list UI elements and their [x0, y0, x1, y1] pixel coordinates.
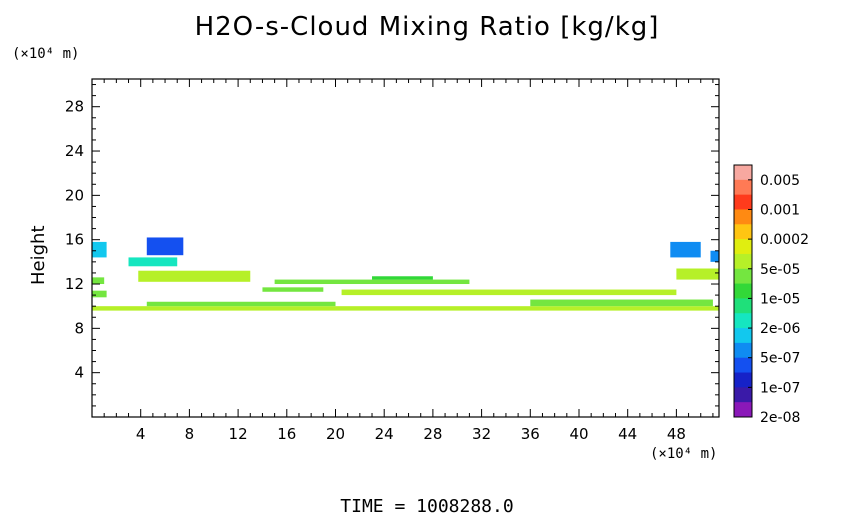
plot-frame — [91, 78, 720, 418]
colorbar-label: 0.0002 — [760, 232, 809, 248]
x-axis-unit: (×10⁴ m) — [650, 446, 718, 462]
x-tick-label: 44 — [618, 425, 637, 443]
x-tick-label: 48 — [667, 425, 686, 443]
x-tick-label: 8 — [185, 425, 195, 443]
colorbar-swatch — [734, 224, 752, 240]
colorbar-swatch — [734, 313, 752, 329]
y-tick-label: 8 — [74, 319, 84, 337]
colorbar-swatch — [734, 372, 752, 388]
data-region — [138, 270, 251, 282]
x-tick-label: 16 — [277, 425, 296, 443]
data-region — [530, 299, 713, 307]
colorbar-swatch — [734, 328, 752, 344]
colorbar-swatch — [734, 209, 752, 225]
colorbar-label: 5e-07 — [760, 351, 800, 367]
colorbar-frame — [733, 164, 753, 418]
x-tick-label: 40 — [569, 425, 588, 443]
y-axis-unit: (×10⁴ m) — [12, 46, 80, 62]
colorbar: 0.005 0.001 0.0002 5e-05 1e-05 2e-06 5e-07 1e-0… — [733, 164, 809, 426]
data-region — [676, 268, 719, 280]
colorbar-swatch — [734, 253, 752, 270]
colorbar-swatch — [734, 298, 752, 314]
colorbar-swatch — [734, 268, 752, 285]
y-tick-label: 20 — [65, 186, 84, 204]
colorbar-label: 5e-05 — [760, 262, 800, 278]
x-tick-label: 28 — [423, 425, 442, 443]
x-tick-label: 32 — [472, 425, 491, 443]
time-footer: TIME = 1008288.0 — [340, 496, 514, 517]
x-tick-label: 36 — [521, 425, 540, 443]
x-tick-label: 20 — [326, 425, 345, 443]
colorbar-label: 2e-08 — [760, 410, 800, 426]
colorbar-label: 1e-07 — [760, 380, 800, 396]
colorbar-swatch — [734, 165, 752, 181]
colorbar-swatch — [734, 357, 752, 374]
data-region — [146, 237, 184, 256]
data-region — [262, 287, 324, 292]
data-region — [670, 241, 701, 258]
data-region — [92, 290, 107, 298]
data-region — [92, 277, 105, 285]
y-tick-label: 24 — [65, 142, 84, 160]
x-tick-label: 24 — [375, 425, 394, 443]
colorbar-swatch — [734, 387, 752, 403]
data-region — [92, 241, 107, 258]
colorbar-swatch — [734, 283, 752, 299]
colorbar-swatch — [734, 179, 752, 196]
chart-title: H2O-s-Cloud Mixing Ratio [kg/kg] — [194, 12, 660, 42]
colorbar-label: 1e-05 — [760, 291, 800, 307]
y-tick-label: 12 — [65, 275, 84, 293]
colorbar-label: 0.001 — [760, 202, 800, 218]
data-region — [274, 279, 470, 285]
data-regions — [92, 237, 719, 311]
y-tick-label: 16 — [65, 231, 84, 249]
colorbar-swatch — [734, 194, 752, 210]
colorbar-swatch — [734, 239, 752, 255]
data-region — [341, 289, 677, 296]
x-tick-label: 4 — [136, 425, 146, 443]
data-region — [710, 250, 719, 262]
data-region — [128, 257, 178, 267]
y-tick-label: 28 — [65, 98, 84, 116]
data-region — [146, 301, 336, 307]
colorbar-label: 0.005 — [760, 173, 800, 189]
y-tick-label: 4 — [74, 364, 84, 382]
data-region — [92, 306, 719, 311]
colorbar-label: 2e-06 — [760, 321, 800, 337]
colorbar-swatch — [734, 342, 752, 359]
colorbar-swatch — [734, 402, 752, 418]
x-tick-label: 12 — [229, 425, 248, 443]
data-region — [372, 276, 433, 280]
